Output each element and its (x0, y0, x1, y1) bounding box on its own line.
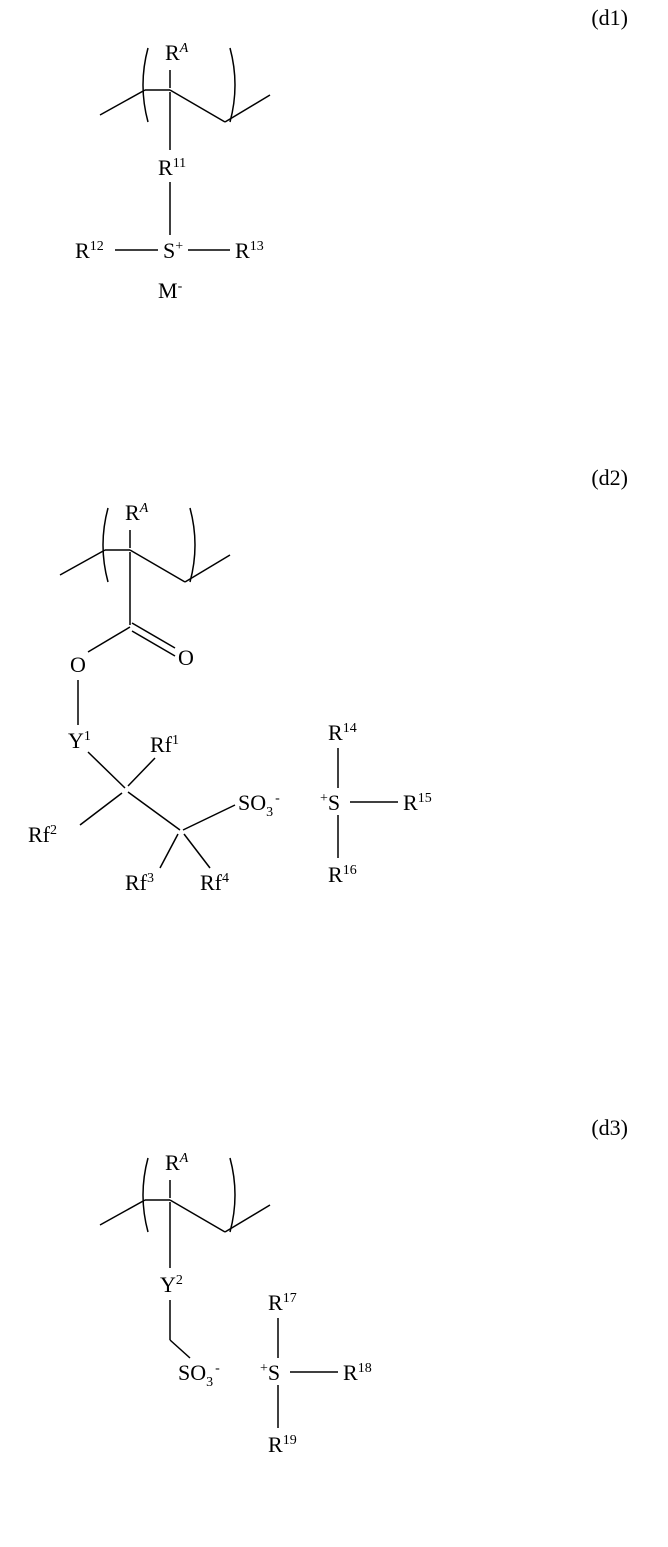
label-d1: (d1) (591, 5, 628, 31)
d2-R16: R16 (328, 862, 357, 887)
d1-M: M- (158, 278, 183, 303)
label-d2: (d2) (591, 465, 628, 491)
d2-O1: O (70, 652, 86, 677)
d1-S: S+ (163, 238, 183, 263)
d3-Y2: Y2 (160, 1272, 183, 1297)
d2-Rf4: Rf4 (200, 870, 229, 895)
label-d3: (d3) (591, 1115, 628, 1141)
d3-RA: RA (165, 1150, 189, 1175)
d2-Rf2: Rf2 (28, 822, 57, 847)
d3-SO3: SO3- (178, 1360, 220, 1390)
structure-d2: RA O O Y1 Rf1 Rf2 Rf3 Rf4 SO3- +S R14 R1… (20, 490, 500, 970)
d1-RA: RA (165, 40, 189, 65)
d1-R12: R12 (75, 238, 104, 263)
d3-R17: R17 (268, 1290, 297, 1315)
d3-S: +S (260, 1360, 280, 1385)
d2-S: +S (320, 790, 340, 815)
d2-Y1: Y1 (68, 728, 91, 753)
d3-R18: R18 (343, 1360, 372, 1385)
d1-R13: R13 (235, 238, 264, 263)
d2-R14: R14 (328, 720, 357, 745)
structure-d1: RA R11 S+ R12 R13 M- (60, 30, 360, 340)
d2-O2: O (178, 645, 194, 670)
d1-R11: R11 (158, 155, 186, 180)
d2-SO3: SO3- (238, 790, 280, 820)
d2-R15: R15 (403, 790, 432, 815)
d2-Rf1: Rf1 (150, 732, 179, 757)
d3-R19: R19 (268, 1432, 297, 1457)
d2-Rf3: Rf3 (125, 870, 154, 895)
structure-d3: RA Y2 SO3- +S R17 R18 R19 (60, 1140, 480, 1520)
d2-RA: RA (125, 500, 149, 525)
